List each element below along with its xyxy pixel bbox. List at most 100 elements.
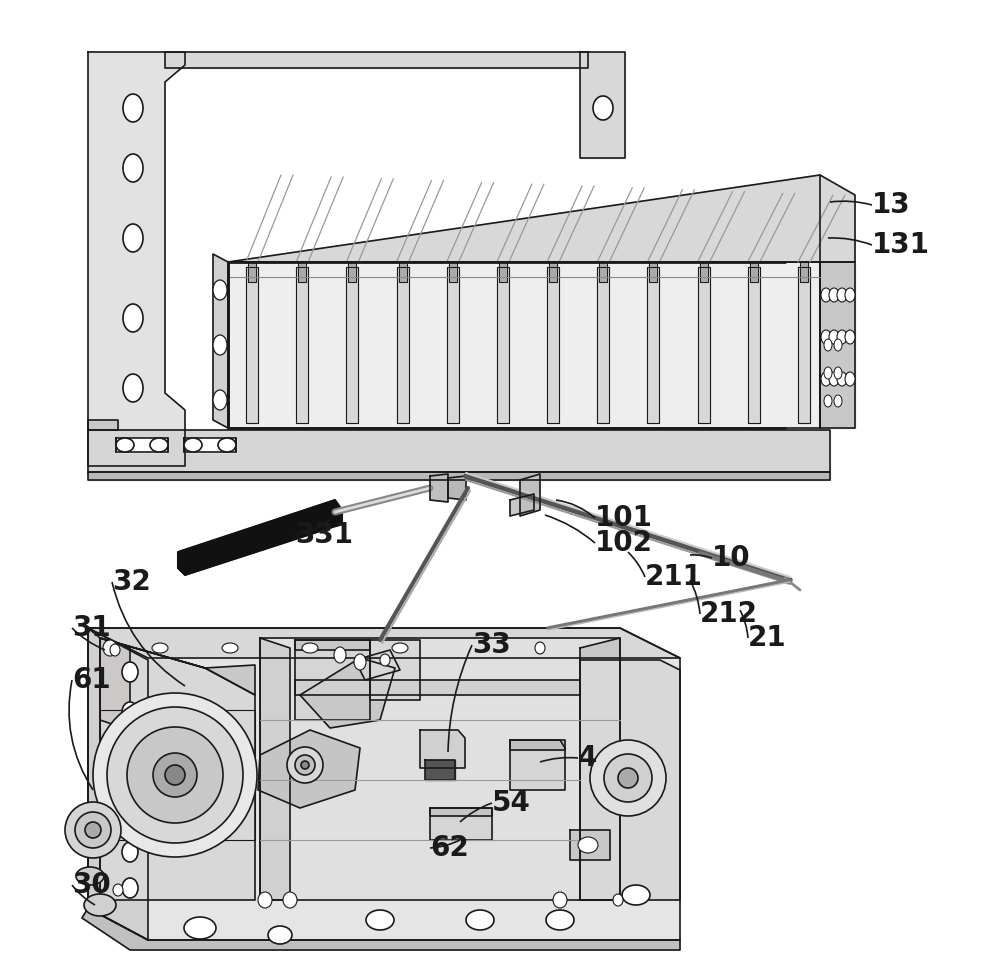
Ellipse shape — [283, 892, 297, 908]
Text: 10: 10 — [712, 544, 751, 572]
Ellipse shape — [392, 643, 408, 653]
Ellipse shape — [124, 742, 140, 762]
Polygon shape — [258, 730, 360, 808]
Polygon shape — [449, 262, 457, 282]
Circle shape — [287, 747, 323, 783]
Ellipse shape — [258, 892, 272, 908]
Polygon shape — [298, 262, 306, 282]
Ellipse shape — [213, 335, 227, 355]
Polygon shape — [100, 638, 255, 900]
Polygon shape — [116, 438, 168, 452]
Ellipse shape — [834, 339, 842, 351]
Ellipse shape — [152, 643, 168, 653]
Text: 331: 331 — [295, 521, 353, 549]
Ellipse shape — [613, 894, 623, 906]
Text: 131: 131 — [872, 231, 930, 259]
Polygon shape — [248, 262, 256, 282]
Text: 212: 212 — [700, 600, 758, 628]
Ellipse shape — [837, 372, 847, 386]
Polygon shape — [597, 267, 609, 423]
Polygon shape — [510, 494, 534, 516]
Circle shape — [85, 822, 101, 838]
Polygon shape — [260, 638, 290, 900]
Text: 32: 32 — [112, 568, 151, 596]
Polygon shape — [430, 474, 448, 502]
Polygon shape — [510, 740, 565, 750]
Ellipse shape — [593, 96, 613, 120]
Polygon shape — [430, 808, 492, 840]
Polygon shape — [246, 267, 258, 423]
Polygon shape — [228, 262, 820, 428]
Polygon shape — [499, 262, 507, 282]
Ellipse shape — [622, 885, 650, 905]
Polygon shape — [88, 52, 185, 466]
Polygon shape — [300, 658, 395, 728]
Polygon shape — [580, 638, 620, 900]
Ellipse shape — [824, 339, 832, 351]
Polygon shape — [698, 267, 710, 423]
Polygon shape — [750, 262, 758, 282]
Ellipse shape — [184, 438, 202, 452]
Ellipse shape — [268, 926, 292, 944]
Polygon shape — [88, 628, 680, 940]
Text: 211: 211 — [645, 563, 703, 591]
Text: 30: 30 — [72, 871, 111, 899]
Ellipse shape — [829, 330, 839, 344]
Polygon shape — [420, 730, 465, 768]
Polygon shape — [184, 438, 236, 452]
Polygon shape — [580, 660, 680, 900]
Ellipse shape — [222, 643, 238, 653]
Ellipse shape — [845, 372, 855, 386]
Circle shape — [107, 707, 243, 843]
Polygon shape — [295, 640, 370, 720]
Ellipse shape — [103, 640, 117, 656]
Polygon shape — [296, 267, 308, 423]
Ellipse shape — [123, 374, 143, 402]
Polygon shape — [82, 908, 680, 950]
Ellipse shape — [546, 910, 574, 930]
Polygon shape — [448, 476, 466, 500]
Polygon shape — [348, 262, 356, 282]
Ellipse shape — [113, 884, 123, 896]
Circle shape — [590, 740, 666, 816]
Ellipse shape — [824, 367, 832, 379]
Polygon shape — [700, 262, 708, 282]
Text: 101: 101 — [595, 504, 653, 532]
Ellipse shape — [76, 867, 104, 885]
Ellipse shape — [123, 304, 143, 332]
Ellipse shape — [834, 395, 842, 407]
Ellipse shape — [302, 643, 318, 653]
Polygon shape — [748, 267, 760, 423]
Polygon shape — [497, 267, 509, 423]
Circle shape — [301, 761, 309, 769]
Ellipse shape — [845, 288, 855, 302]
Ellipse shape — [218, 438, 236, 452]
Polygon shape — [430, 808, 492, 816]
Ellipse shape — [184, 917, 216, 939]
Ellipse shape — [122, 702, 138, 722]
Polygon shape — [820, 262, 855, 428]
Ellipse shape — [829, 372, 839, 386]
Circle shape — [618, 768, 638, 788]
Text: 4: 4 — [578, 744, 597, 772]
Ellipse shape — [123, 94, 143, 122]
Ellipse shape — [123, 154, 143, 182]
Polygon shape — [649, 262, 657, 282]
Text: 21: 21 — [748, 624, 787, 652]
Ellipse shape — [821, 372, 831, 386]
Text: 62: 62 — [430, 834, 469, 862]
Polygon shape — [599, 262, 607, 282]
Circle shape — [153, 753, 197, 797]
Ellipse shape — [578, 837, 598, 853]
Circle shape — [127, 727, 223, 823]
Polygon shape — [178, 500, 342, 575]
Polygon shape — [346, 267, 358, 423]
Text: 13: 13 — [872, 191, 911, 219]
Ellipse shape — [837, 288, 847, 302]
Text: 61: 61 — [72, 666, 111, 694]
Ellipse shape — [150, 438, 168, 452]
Ellipse shape — [845, 330, 855, 344]
Polygon shape — [260, 638, 620, 900]
Polygon shape — [88, 628, 148, 940]
Polygon shape — [88, 628, 680, 658]
